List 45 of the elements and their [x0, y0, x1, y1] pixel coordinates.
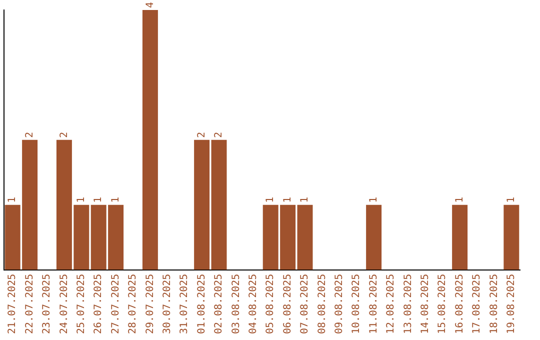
x-tick-label: 19.08.2025 [506, 274, 517, 334]
data-label: 1 [110, 196, 122, 203]
x-tick-label: 01.08.2025 [196, 274, 208, 334]
x-tick-label: 17.08.2025 [472, 274, 483, 334]
x-tick-label: 21.07.2025 [7, 274, 18, 334]
data-label: 1 [7, 196, 18, 203]
data-label: 1 [93, 196, 104, 203]
x-tick-label: 18.08.2025 [488, 274, 500, 334]
x-tick-label: 16.08.2025 [454, 274, 466, 334]
x-tick-label: 10.08.2025 [351, 274, 362, 334]
x-tick-label: 05.08.2025 [265, 274, 276, 334]
x-tick-label: 26.07.2025 [93, 274, 104, 334]
data-label: 1 [282, 196, 294, 203]
data-label: 1 [265, 196, 276, 203]
x-tick-label: 15.08.2025 [437, 274, 448, 334]
x-tick-label: 28.07.2025 [128, 274, 139, 334]
x-tick-label: 02.08.2025 [214, 274, 225, 334]
x-tick-label: 24.07.2025 [58, 274, 70, 334]
data-label: 1 [454, 196, 466, 203]
x-tick-label: 27.07.2025 [110, 274, 122, 334]
x-tick-label: 25.07.2025 [76, 274, 87, 334]
x-tick-label: 06.08.2025 [282, 274, 294, 334]
x-tick-label: 04.08.2025 [248, 274, 259, 334]
data-label: 1 [76, 196, 87, 203]
data-label: 2 [196, 132, 208, 138]
data-label: 2 [214, 132, 225, 138]
x-tick-label: 22.07.2025 [24, 274, 36, 334]
x-tick-label: 13.08.2025 [402, 274, 414, 334]
data-label: 1 [300, 196, 311, 203]
x-tick-label: 30.07.2025 [162, 274, 173, 334]
x-tick-label: 31.07.2025 [179, 274, 190, 334]
data-label: 1 [506, 196, 517, 203]
x-tick-label: 09.08.2025 [334, 274, 345, 334]
x-tick-label: 14.08.2025 [420, 274, 431, 334]
x-tick-label: 23.07.2025 [42, 274, 53, 334]
data-label: 2 [24, 132, 36, 138]
x-tick-label: 11.08.2025 [368, 274, 380, 334]
x-tick-label: 08.08.2025 [316, 274, 328, 334]
x-tick-label: 29.07.2025 [144, 274, 156, 334]
x-tick-label: 12.08.2025 [386, 274, 397, 334]
data-label: 4 [144, 2, 156, 8]
data-label: 2 [58, 132, 70, 138]
data-label: 1 [368, 196, 380, 203]
x-tick-label: 03.08.2025 [230, 274, 242, 334]
x-tick-label: 07.08.2025 [300, 274, 311, 334]
